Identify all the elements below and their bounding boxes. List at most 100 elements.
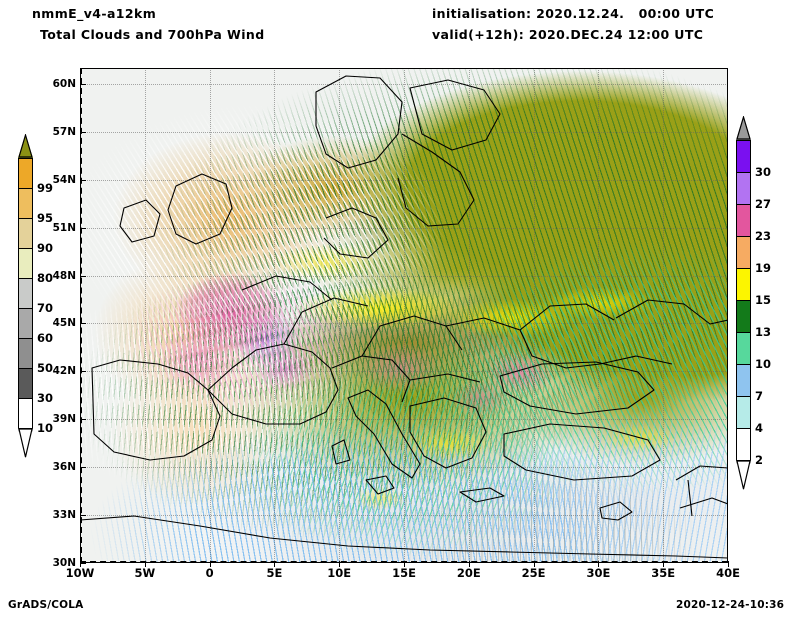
gridline-horizontal: [80, 419, 728, 421]
gridline-vertical: [663, 68, 665, 563]
coastline-overlay: [80, 75, 728, 559]
latitude-tick-label: 36N: [52, 461, 76, 474]
latitude-tick-label: 51N: [52, 221, 76, 234]
colorbar-segment[interactable]: [19, 309, 32, 339]
colorbar-segment[interactable]: [737, 429, 750, 461]
colorbar-tick-label: 80: [37, 271, 54, 285]
gridline-vertical: [404, 68, 405, 563]
lat-lon-gridlines: [80, 68, 728, 563]
latitude-tick: [80, 179, 86, 181]
gridline-vertical: [598, 68, 600, 563]
gridline-vertical: [274, 68, 276, 563]
latitude-tick-label: 45N: [52, 317, 76, 330]
colorbar-tick-label: 95: [37, 211, 54, 225]
longitude-tick: [339, 561, 341, 567]
latitude-tick-label: 54N: [52, 173, 76, 186]
colorbar-segment[interactable]: [19, 189, 32, 219]
colorbar-segment[interactable]: [19, 219, 32, 249]
latitude-tick: [80, 419, 86, 421]
colorbar-top-cap-outline: [736, 116, 751, 140]
colorbar-strip[interactable]: [736, 140, 751, 461]
latitude-axis: 30N 33N 36N 39N 42N 45N 48N 51N 54N 57N 60N: [0, 0, 76, 618]
latitude-tick: [80, 131, 86, 133]
colorbar-segment[interactable]: [737, 397, 750, 429]
longitude-tick-label: 10W: [65, 566, 95, 580]
colorbar-segment[interactable]: [737, 141, 750, 173]
colorbar-tick-label: 10: [37, 421, 54, 435]
colorbar-bottom-cap-outline: [736, 460, 751, 490]
colorbar-tick-label: 90: [37, 241, 54, 255]
latitude-tick: [80, 563, 86, 564]
colorbar-segment[interactable]: [737, 269, 750, 301]
latitude-tick-label: 48N: [52, 269, 76, 282]
model-name-label: nmmE_v4-a12km: [32, 6, 157, 21]
latitude-tick-label: 39N: [52, 413, 76, 426]
plot-frame-left: [80, 68, 82, 563]
colorbar-strip[interactable]: [18, 158, 33, 429]
colorbar-segment[interactable]: [19, 159, 32, 189]
colorbar-tick-label: 30: [37, 391, 54, 405]
colorbar-segment[interactable]: [19, 399, 32, 429]
colorbar-segment[interactable]: [737, 301, 750, 333]
colorbar-segment[interactable]: [737, 333, 750, 365]
colorbar-segment[interactable]: [737, 205, 750, 237]
longitude-tick: [209, 561, 211, 567]
colorbar-tick-label: 4: [755, 421, 764, 435]
gridline-horizontal: [80, 323, 728, 325]
latitude-tick-label: 30N: [52, 557, 76, 569]
latitude-tick: [80, 275, 86, 277]
longitude-tick-label: 35E: [651, 566, 676, 580]
colorbar-segment[interactable]: [737, 237, 750, 269]
colorbar-segment[interactable]: [19, 369, 32, 399]
colorbar-tick-label: 27: [755, 197, 772, 211]
longitude-tick-label: 5E: [266, 566, 283, 580]
gridline-vertical: [144, 68, 146, 563]
initialisation-time-label: initialisation: 2020.12.24. 00:00 UTC: [432, 6, 715, 21]
latitude-tick: [80, 515, 86, 517]
colorbar-tick-label: 70: [37, 301, 54, 315]
longitude-tick-label: 25E: [521, 566, 546, 580]
timestamp-label: 2020-12-24-10:36: [676, 599, 785, 611]
longitude-tick: [80, 561, 81, 567]
longitude-tick-label: 0: [205, 566, 214, 580]
gridline-vertical: [339, 68, 341, 563]
longitude-tick-label: 5W: [134, 566, 156, 580]
colorbar-tick-label: 7: [755, 389, 764, 403]
longitude-tick: [663, 561, 665, 567]
colorbar-tick-label: 19: [755, 261, 772, 275]
longitude-tick-label: 30E: [586, 566, 611, 580]
latitude-tick: [80, 323, 86, 325]
colorbar-segment[interactable]: [19, 279, 32, 309]
latitude-tick: [80, 371, 86, 373]
colorbar-tick-label: 15: [755, 293, 772, 307]
colorbar-tick-label: 13: [755, 325, 772, 339]
latitude-tick: [80, 467, 86, 469]
colorbar-tick-label: 10: [755, 357, 772, 371]
valid-time-label: valid(+12h): 2020.DEC.24 12:00 UTC: [432, 27, 704, 42]
longitude-tick-label: 40E: [716, 566, 740, 580]
gridline-horizontal: [80, 275, 728, 277]
gridline-vertical: [533, 68, 535, 563]
longitude-tick-label: 10E: [327, 566, 352, 580]
latitude-tick-label: 42N: [52, 365, 76, 378]
colorbar-tick-label: 23: [755, 229, 772, 243]
longitude-tick: [598, 561, 600, 567]
longitude-tick: [274, 561, 276, 567]
gridline-horizontal: [80, 83, 728, 85]
map-plot-area[interactable]: [80, 68, 728, 563]
latitude-tick-label: 60N: [52, 77, 76, 90]
gridline-vertical: [468, 68, 470, 563]
colorbar-top-cap-outline: [18, 134, 33, 158]
colorbar-segment[interactable]: [19, 339, 32, 369]
field-description-label: Total Clouds and 700hPa Wind: [40, 27, 265, 42]
latitude-tick-label: 33N: [52, 509, 76, 522]
gridline-horizontal: [80, 179, 728, 181]
gridline-horizontal: [80, 515, 728, 517]
colorbar-segment[interactable]: [19, 249, 32, 279]
longitude-tick: [144, 561, 146, 567]
longitude-tick-label: 20E: [456, 566, 481, 580]
colorbar-segment[interactable]: [737, 365, 750, 397]
latitude-tick: [80, 83, 86, 85]
colorbar-segment[interactable]: [737, 173, 750, 205]
colorbar-tick-label: 50: [37, 361, 54, 375]
